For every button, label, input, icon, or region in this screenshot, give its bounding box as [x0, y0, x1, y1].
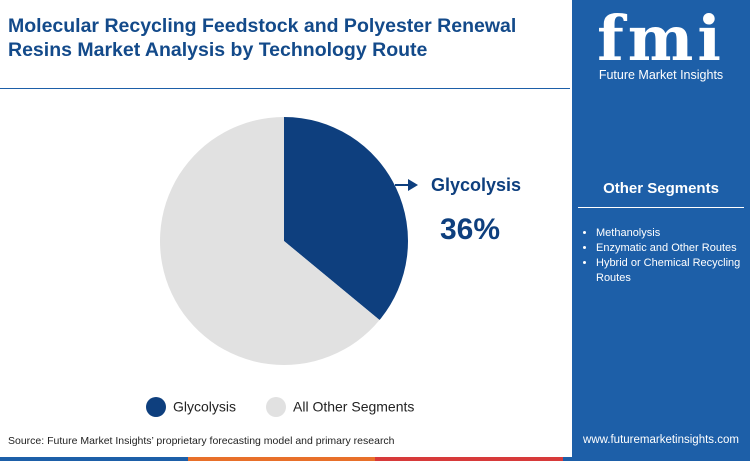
logo-mark: fmi	[597, 2, 725, 75]
pie-slice	[159, 117, 380, 365]
arrow	[395, 179, 418, 191]
sidebar-rule	[578, 207, 744, 208]
sidebar: fmi Future Market Insights Other Segment…	[572, 0, 750, 457]
legend-swatch	[146, 397, 166, 417]
source-note: Source: Future Market Insights’ propriet…	[8, 435, 395, 447]
legend-label: Glycolysis	[173, 399, 236, 415]
sidebar-item: Hybrid or Chemical Recycling Routes	[596, 256, 746, 286]
title-rule	[0, 88, 570, 89]
pie-slice	[284, 117, 408, 321]
chart: Glycolysis 36% Glycolysis All Other Segme…	[146, 117, 521, 417]
sidebar-list: MethanolysisEnzymatic and Other RoutesHy…	[580, 226, 746, 286]
chart-title: Molecular Recycling Feedstock and Polyes…	[8, 15, 517, 61]
slice-callout: Glycolysis	[431, 175, 521, 195]
bottom-stripe	[0, 457, 750, 461]
legend-swatch	[266, 397, 286, 417]
sidebar-item: Enzymatic and Other Routes	[596, 241, 746, 256]
logo-name: Future Market Insights	[598, 68, 724, 82]
legend-label: All Other Segments	[293, 399, 414, 415]
data-label: 36%	[440, 213, 500, 246]
sidebar-item: Methanolysis	[596, 226, 746, 241]
sidebar-heading: Other Segments	[603, 180, 719, 197]
website: www.futuremarketinsights.com	[583, 434, 739, 446]
